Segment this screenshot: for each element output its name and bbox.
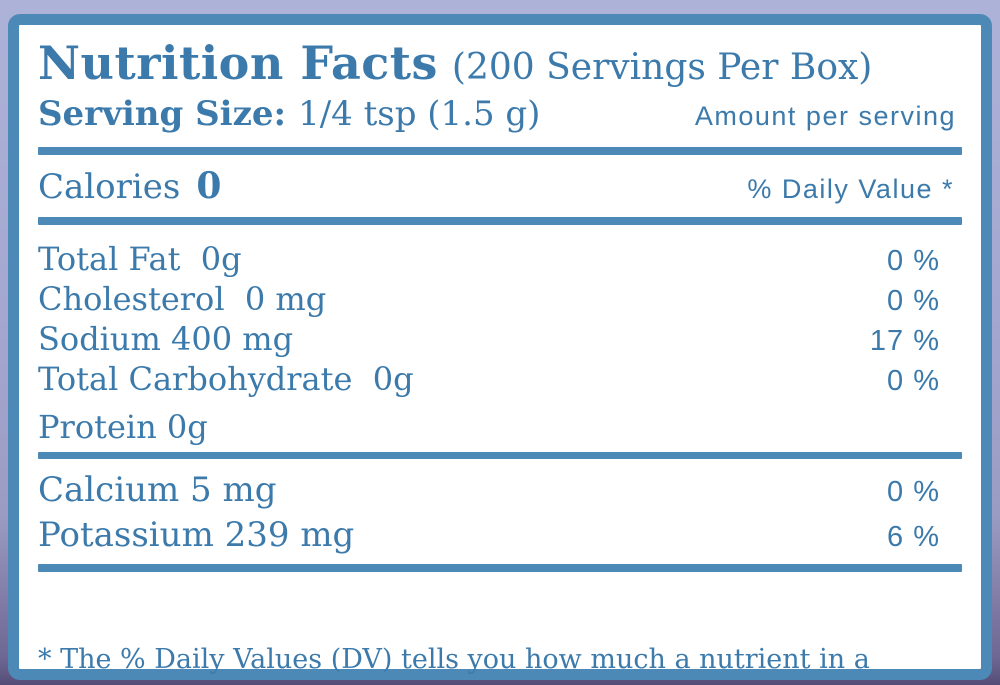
- table-row: Potassium 239 mg 6 %: [38, 513, 962, 558]
- serving-size-line: Serving Size: 1/4 tsp (1.5 g) Amount per…: [38, 94, 962, 136]
- footnote-line: * The % Daily Values (DV) tells you how …: [38, 644, 870, 675]
- nutrient-daily-value: 0 %: [887, 245, 940, 277]
- calories-row: Calories 0 % Daily Value *: [38, 165, 962, 207]
- nutrients-section: Total Fat 0g 0 % Cholesterol 0 mg 0 % So…: [38, 239, 962, 447]
- mineral-name: Potassium 239 mg: [38, 515, 355, 555]
- table-row: Calcium 5 mg 0 %: [38, 468, 962, 513]
- nutrition-facts-label: Nutrition Facts (200 Servings Per Box) S…: [8, 14, 992, 680]
- nutrient-daily-value: 0 %: [887, 365, 940, 397]
- table-row: Protein 0g: [38, 407, 962, 447]
- nutrient-name: Total Carbohydrate 0g: [38, 360, 414, 398]
- label-header: Nutrition Facts (200 Servings Per Box): [38, 29, 962, 94]
- nutrient-name: Total Fat 0g: [38, 240, 242, 278]
- servings-per-box-note: (200 Servings Per Box): [451, 47, 873, 88]
- divider-calories: [38, 217, 962, 225]
- mineral-name: Calcium 5 mg: [38, 470, 277, 510]
- nutrient-name: Sodium 400 mg: [38, 320, 294, 358]
- divider-header: [38, 147, 962, 155]
- nutrient-name: Cholesterol 0 mg: [38, 280, 327, 318]
- serving-size-label: Serving Size:: [38, 94, 287, 134]
- table-row: Sodium 400 mg 17 %: [38, 319, 962, 359]
- table-row: Total Carbohydrate 0g 0 %: [38, 359, 962, 399]
- divider-protein: [38, 452, 962, 459]
- minerals-section: Calcium 5 mg 0 % Potassium 239 mg 6 %: [38, 468, 962, 558]
- nutrient-name: Protein 0g: [38, 408, 208, 446]
- daily-value-footnote: * The % Daily Values (DV) tells you how …: [38, 585, 962, 685]
- calories-value: 0: [196, 165, 222, 207]
- amount-per-serving-label: Amount per serving: [694, 101, 956, 131]
- table-row: Total Fat 0g 0 %: [38, 239, 962, 279]
- serving-size-value: 1/4 tsp (1.5 g): [298, 94, 541, 134]
- mineral-daily-value: 6 %: [887, 521, 940, 553]
- table-row: Cholesterol 0 mg 0 %: [38, 279, 962, 319]
- daily-value-column-header: % Daily Value *: [747, 174, 954, 204]
- nutrient-daily-value: 0 %: [887, 285, 940, 317]
- divider-minerals: [38, 564, 962, 572]
- label-title: Nutrition Facts: [38, 36, 438, 90]
- mineral-daily-value: 0 %: [887, 476, 940, 508]
- nutrient-daily-value: 17 %: [869, 325, 940, 357]
- calories-label: Calories: [38, 167, 181, 207]
